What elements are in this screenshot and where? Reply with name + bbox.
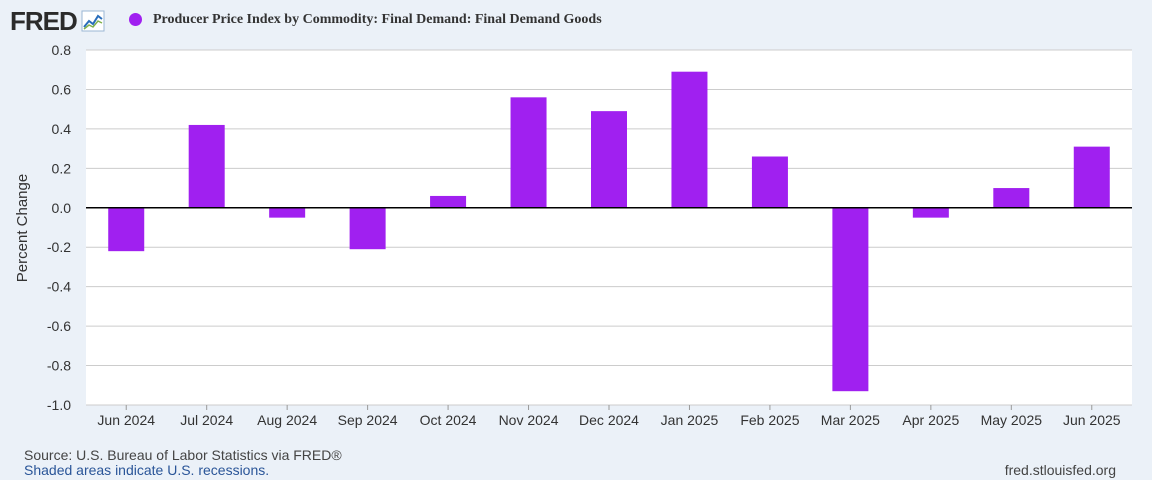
fred-logo[interactable]: FRED	[10, 6, 105, 36]
bar[interactable]	[188, 124, 225, 208]
y-tick-label: 0.2	[52, 160, 72, 176]
bar[interactable]	[430, 195, 467, 208]
x-tick-label: Jun 2025	[1063, 412, 1121, 428]
source-line: Source: U.S. Bureau of Labor Statistics …	[24, 447, 342, 463]
y-tick-label: 0.0	[52, 200, 72, 216]
bar[interactable]	[832, 207, 869, 392]
bar[interactable]	[1073, 146, 1110, 208]
y-tick-label: -0.6	[47, 318, 71, 334]
bar[interactable]	[591, 111, 627, 208]
y-tick-label: 0.4	[52, 121, 72, 137]
bar[interactable]	[108, 207, 145, 252]
fred-logo-text: FRED	[10, 6, 78, 36]
x-tick-label: Dec 2024	[579, 412, 639, 428]
y-axis-label: Percent Change	[14, 174, 31, 282]
plot-background	[86, 50, 1132, 405]
y-tick-label: -1.0	[47, 397, 71, 413]
bar[interactable]	[912, 207, 949, 218]
y-tick-label: 0.6	[52, 81, 72, 97]
bar[interactable]	[671, 71, 708, 208]
x-tick-label: Oct 2024	[420, 412, 477, 428]
x-tick-label: Nov 2024	[499, 412, 559, 428]
bar[interactable]	[993, 188, 1030, 208]
x-tick-label: Jul 2024	[180, 412, 233, 428]
x-tick-label: May 2025	[981, 412, 1043, 428]
recession-note[interactable]: Shaded areas indicate U.S. recessions.	[24, 462, 270, 478]
site-url[interactable]: fred.stlouisfed.org	[1004, 462, 1116, 478]
x-tick-label: Feb 2025	[740, 412, 799, 428]
x-tick-label: Jun 2024	[97, 412, 155, 428]
y-tick-label: -0.2	[47, 239, 71, 255]
line-chart-icon	[81, 10, 105, 32]
y-tick-label: -0.4	[47, 279, 71, 295]
bar[interactable]	[751, 156, 788, 208]
bar[interactable]	[269, 207, 306, 218]
x-tick-label: Apr 2025	[902, 412, 959, 428]
x-tick-label: Sep 2024	[338, 412, 398, 428]
x-tick-label: Mar 2025	[821, 412, 880, 428]
bar[interactable]	[349, 207, 386, 250]
x-tick-label: Aug 2024	[257, 412, 317, 428]
y-tick-label: 0.8	[52, 42, 72, 58]
bar[interactable]	[510, 97, 547, 208]
chart-title: Producer Price Index by Commodity: Final…	[153, 12, 602, 27]
y-tick-label: -0.8	[47, 358, 71, 374]
legend-marker	[129, 13, 142, 26]
x-tick-label: Jan 2025	[661, 412, 719, 428]
